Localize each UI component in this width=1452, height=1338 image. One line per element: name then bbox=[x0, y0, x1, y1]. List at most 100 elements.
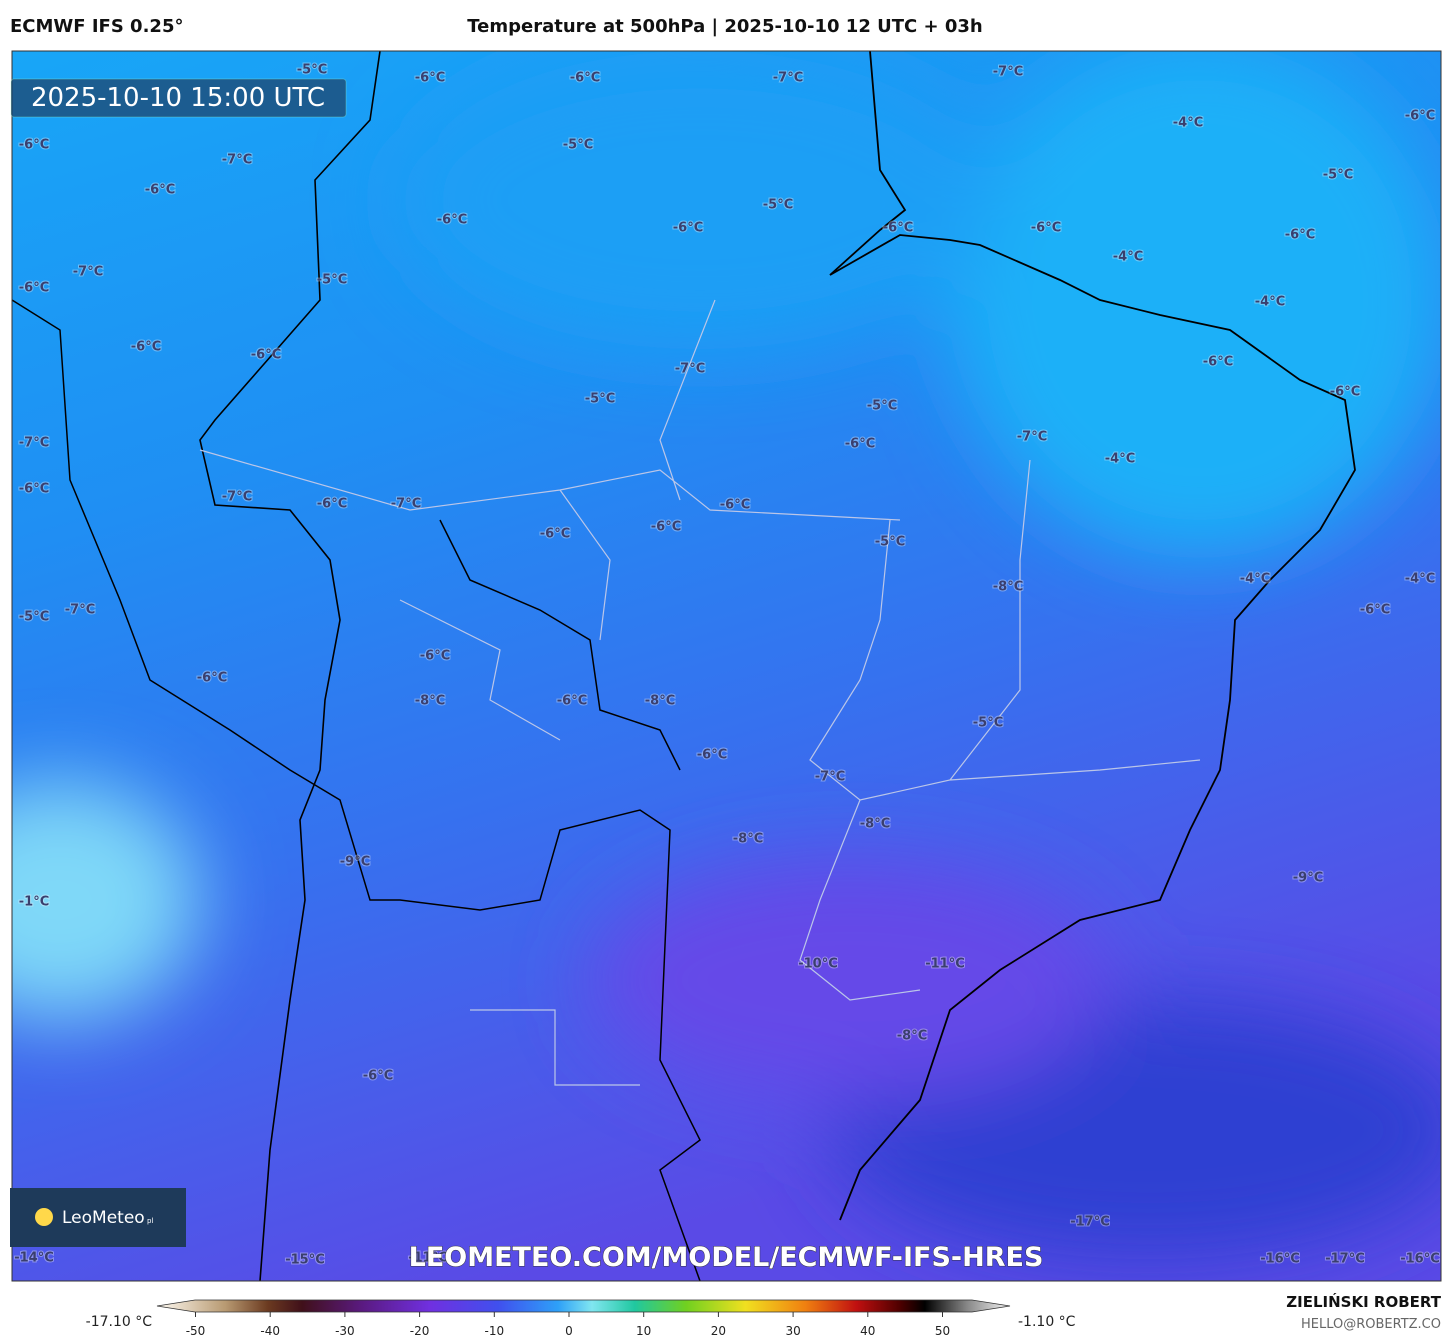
temperature-label: -7°C bbox=[391, 497, 421, 512]
colorbar-max: -1.10 °C bbox=[1018, 1314, 1076, 1330]
temperature-label: -5°C bbox=[297, 63, 327, 78]
state-border bbox=[199, 299, 1201, 1086]
temperature-label: -6°C bbox=[317, 497, 347, 512]
temperature-label: -6°C bbox=[540, 527, 570, 542]
colorbar-tick-label: 0 bbox=[565, 1324, 573, 1338]
map-title: Temperature at 500hPa | 2025-10-10 12 UT… bbox=[467, 16, 982, 37]
temperature-label: -7°C bbox=[993, 65, 1023, 80]
temperature-label: -5°C bbox=[585, 392, 615, 407]
temperature-label: -8°C bbox=[897, 1029, 927, 1044]
temperature-label: -4°C bbox=[1405, 572, 1435, 587]
map-frame bbox=[11, 50, 1442, 1282]
country-border bbox=[12, 299, 701, 1281]
temperature-label: -8°C bbox=[645, 694, 675, 709]
temperature-label: -5°C bbox=[19, 610, 49, 625]
temperature-field bbox=[12, 51, 1441, 1260]
colorbar-tick-label: -20 bbox=[410, 1324, 430, 1338]
temperature-label: -4°C bbox=[1173, 116, 1203, 131]
logo-sun bbox=[35, 1208, 53, 1226]
colorbar-tick-label: 50 bbox=[935, 1324, 950, 1338]
temperature-label: -8°C bbox=[860, 817, 890, 832]
model-name: ECMWF IFS 0.25° bbox=[10, 16, 183, 37]
temperature-label: -11°C bbox=[925, 957, 965, 972]
temperature-label: -5°C bbox=[563, 138, 593, 153]
temperature-label: -14°C bbox=[14, 1251, 54, 1266]
timestamp-box bbox=[10, 78, 347, 118]
temperature-label: -7°C bbox=[815, 770, 845, 785]
temperature-label: -11°C bbox=[408, 1251, 448, 1266]
temperature-label: -6°C bbox=[1330, 385, 1360, 400]
temperature-label: -6°C bbox=[145, 183, 175, 198]
colorbar-min: -17.10 °C bbox=[86, 1314, 153, 1330]
colorbar-tick-label: 40 bbox=[860, 1324, 875, 1338]
temperature-label: -4°C bbox=[1105, 452, 1135, 467]
temperature-label: -6°C bbox=[845, 437, 875, 452]
temperature-label: -6°C bbox=[19, 281, 49, 296]
temperature-label: -7°C bbox=[73, 265, 103, 280]
temperature-label: -15°C bbox=[285, 1253, 325, 1268]
temperature-label: -8°C bbox=[993, 580, 1023, 595]
map-labels: -5°C -6°C -6°C -7°C -7°C -4°C -6°C -6°C -7°C -5°C… bbox=[13, 62, 1441, 1269]
colorbar-tick-label: -40 bbox=[260, 1324, 280, 1338]
timestamp: 2025-10-10 15:00 UTC bbox=[31, 83, 325, 113]
colorbar-ticks: -50 -40 -30 -20 -10 0 10 20 30 40 50 bbox=[186, 1312, 950, 1338]
colorbar-tick-label: 30 bbox=[785, 1324, 800, 1338]
temperature-label: -6°C bbox=[651, 520, 681, 535]
temperature-label: -6°C bbox=[131, 340, 161, 355]
temperature-label: -7°C bbox=[19, 436, 49, 451]
temperature-label: -8°C bbox=[415, 694, 445, 709]
temperature-label: -7°C bbox=[675, 362, 705, 377]
temperature-label: -6°C bbox=[251, 348, 281, 363]
temperature-label: -6°C bbox=[883, 221, 913, 236]
temperature-label: -9°C bbox=[340, 855, 370, 870]
temperature-label: -6°C bbox=[19, 138, 49, 153]
temperature-label: -7°C bbox=[65, 603, 95, 618]
temperature-label: -5°C bbox=[875, 535, 905, 550]
colorbar-tick-label: 10 bbox=[636, 1324, 651, 1338]
temperature-label: -16°C bbox=[1260, 1252, 1300, 1267]
temperature-label: -6°C bbox=[363, 1069, 393, 1084]
temperature-label: -6°C bbox=[697, 748, 727, 763]
temperature-label: -6°C bbox=[437, 213, 467, 228]
temperature-label: -6°C bbox=[673, 221, 703, 236]
temperature-label: -5°C bbox=[763, 198, 793, 213]
temperature-label: -6°C bbox=[1405, 109, 1435, 124]
temperature-label: -5°C bbox=[867, 399, 897, 414]
temperature-label: -17°C bbox=[1070, 1215, 1110, 1230]
temperature-label: -1°C bbox=[19, 895, 49, 910]
temperature-label: -10°C bbox=[798, 957, 838, 972]
temperature-label: -4°C bbox=[1113, 250, 1143, 265]
temperature-label: -6°C bbox=[420, 649, 450, 664]
temperature-label: -7°C bbox=[1017, 430, 1047, 445]
temperature-label: -16°C bbox=[1400, 1252, 1440, 1267]
colorbar-tick-label: -10 bbox=[484, 1324, 504, 1338]
temperature-label: -6°C bbox=[19, 482, 49, 497]
temperature-label: -5°C bbox=[317, 273, 347, 288]
temperature-label: -6°C bbox=[415, 71, 445, 86]
temperature-label: -6°C bbox=[1203, 355, 1233, 370]
logo-suffix: pl bbox=[147, 1217, 153, 1225]
border-line bbox=[199, 51, 381, 1281]
url-watermark: LEOMETEO.COM/MODEL/ECMWF-IFS-HRES bbox=[409, 1242, 1044, 1273]
temperature-label: -17°C bbox=[1325, 1252, 1365, 1267]
logo-name: LeoMeteo bbox=[62, 1208, 145, 1228]
temperature-label: -5°C bbox=[973, 716, 1003, 731]
temperature-label: -6°C bbox=[1031, 221, 1061, 236]
temperature-label: -7°C bbox=[222, 153, 252, 168]
temperature-label: -8°C bbox=[733, 832, 763, 847]
temperature-label: -4°C bbox=[1255, 295, 1285, 310]
colorbar bbox=[156, 1299, 1011, 1313]
temperature-label: -9°C bbox=[1293, 871, 1323, 886]
temperature-label: -6°C bbox=[1285, 228, 1315, 243]
temperature-label: -6°C bbox=[720, 498, 750, 513]
email: HELLO@ROBERTZ.CO bbox=[1301, 1317, 1441, 1332]
temperature-label: -6°C bbox=[197, 671, 227, 686]
colorbar-tick-label: -50 bbox=[186, 1324, 206, 1338]
temperature-label: -6°C bbox=[1360, 603, 1390, 618]
temperature-label: -5°C bbox=[1323, 168, 1353, 183]
author: ZIELIŃSKI ROBERT bbox=[1286, 1292, 1441, 1311]
coastline bbox=[829, 51, 1356, 1221]
temperature-label: -4°C bbox=[1240, 572, 1270, 587]
temperature-label: -6°C bbox=[557, 694, 587, 709]
